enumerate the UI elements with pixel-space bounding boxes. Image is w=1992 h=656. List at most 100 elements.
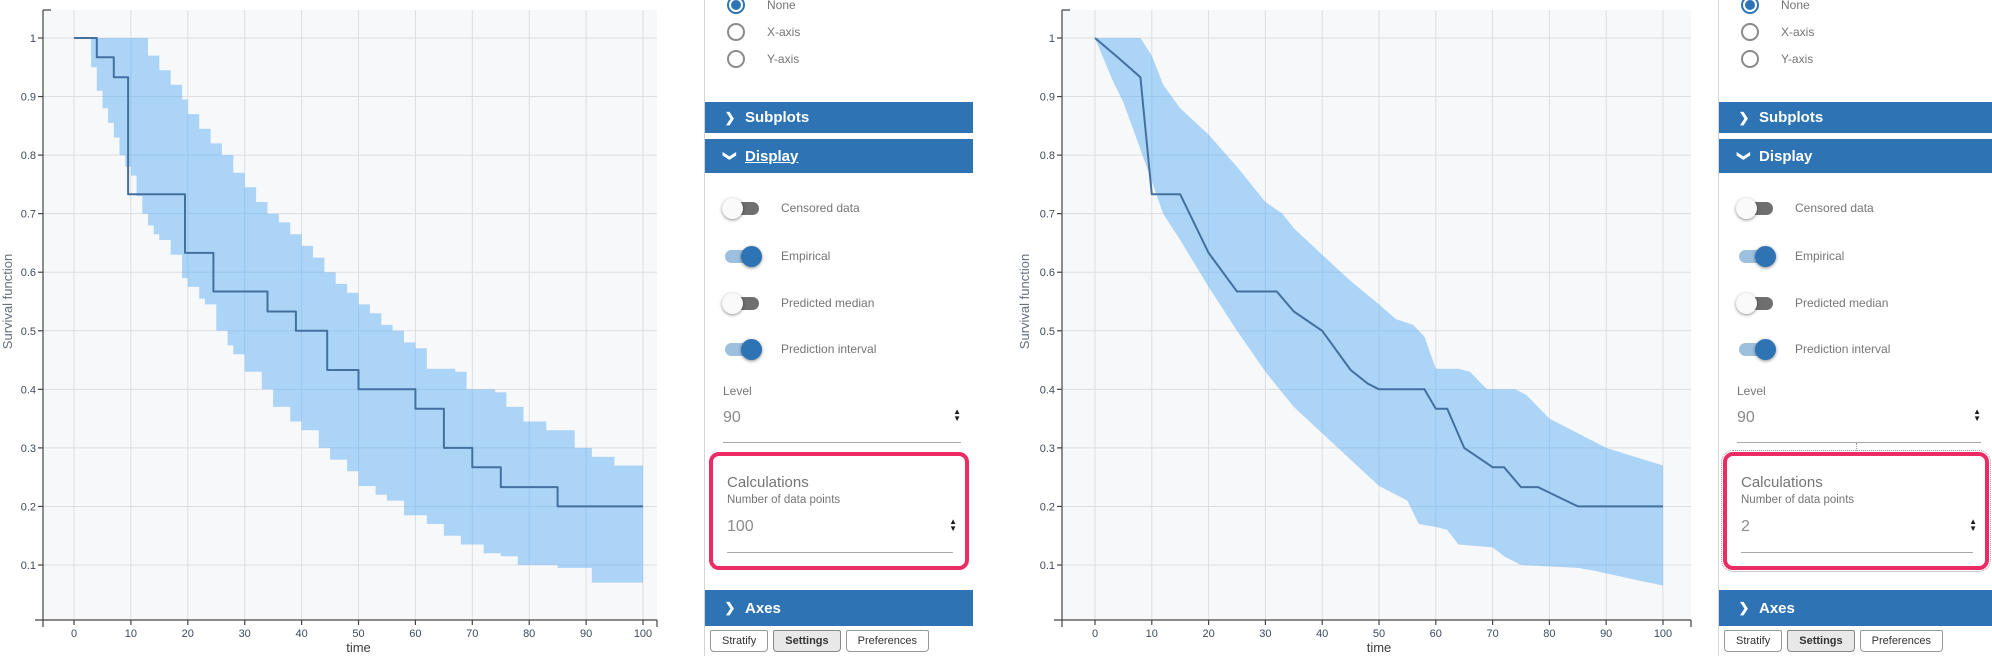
radio-icon	[1741, 22, 1759, 41]
svg-text:0.9: 0.9	[21, 92, 36, 104]
tab-label: Stratify	[722, 635, 757, 647]
radio-option-y-axis[interactable]: Y-axis	[705, 45, 973, 72]
level-field[interactable]: Level 90 ▲ ▼	[723, 382, 961, 443]
level-value[interactable]: 90	[723, 409, 741, 426]
svg-text:10: 10	[1146, 628, 1158, 640]
data-points-spinner: ▲ ▼	[1969, 517, 1977, 533]
number-of-data-points-label: Number of data points	[727, 494, 841, 506]
tab-stratify[interactable]: Stratify	[710, 630, 769, 652]
survival-plot-left[interactable]: 0 10 20 30 40 50 60 70 80 90 100 0.1 0.2 0.3 0.4 0.5 0.6…	[0, 0, 672, 656]
svg-text:30: 30	[239, 628, 251, 640]
toggle-knob	[1755, 338, 1776, 360]
svg-text:1: 1	[1049, 33, 1055, 45]
spinner-up-button[interactable]: ▲	[1973, 407, 1981, 416]
number-of-data-points-value[interactable]: 2	[1741, 518, 1750, 535]
section-header-display[interactable]: ❯ Display	[1719, 139, 1992, 173]
empirical-toggle[interactable]	[725, 245, 762, 267]
spinner-down-button[interactable]: ▼	[1969, 524, 1977, 533]
input-underline	[1741, 552, 1973, 553]
section-header-label: Display	[1759, 147, 1813, 165]
svg-text:0.4: 0.4	[21, 384, 36, 396]
toggle-knob	[1736, 292, 1757, 314]
predicted-median-toggle[interactable]	[1736, 292, 1773, 314]
radio-option-x-axis[interactable]: X-axis	[1719, 18, 1992, 45]
tab-settings[interactable]: Settings	[773, 630, 841, 652]
spinner-down-button[interactable]: ▼	[949, 524, 957, 533]
toggle-row-predicted-median: Predicted median	[705, 288, 973, 318]
section-header-axes[interactable]: ❯ Axes	[1719, 590, 1992, 626]
spinner-up-button[interactable]: ▲	[949, 517, 957, 526]
toggle-knob	[722, 197, 743, 219]
svg-text:0.8: 0.8	[21, 150, 36, 162]
tab-preferences[interactable]: Preferences	[1859, 630, 1943, 652]
toggle-label: Prediction interval	[781, 342, 877, 356]
dotted-connector	[1856, 443, 1857, 453]
spinner-up-button[interactable]: ▲	[953, 407, 961, 416]
bottom-tab-bar: Stratify Settings Preferences	[1724, 630, 1943, 652]
tab-settings[interactable]: Settings	[1787, 630, 1855, 652]
radio-option-none[interactable]: None	[705, 0, 973, 18]
censored-data-toggle[interactable]	[722, 197, 759, 219]
svg-text:0.3: 0.3	[1040, 443, 1055, 455]
svg-text:0.1: 0.1	[1040, 560, 1055, 572]
tab-label: Preferences	[857, 635, 917, 647]
level-value[interactable]: 90	[1737, 409, 1755, 426]
section-header-subplots[interactable]: ❯ Subplots	[1719, 102, 1992, 133]
prediction-interval-toggle[interactable]	[725, 338, 762, 360]
chevron-right-icon: ❯	[1738, 109, 1750, 125]
censored-data-toggle[interactable]	[1736, 197, 1773, 219]
radio-option-none[interactable]: None	[1719, 0, 1992, 18]
calculations-highlight-box: Calculations Number of data points 2 ▲ ▼	[1721, 450, 1991, 572]
svg-text:0.6: 0.6	[21, 267, 36, 279]
toggle-knob	[1736, 197, 1757, 219]
radio-label: Y-axis	[1781, 51, 1814, 66]
section-header-display[interactable]: ❯ Display	[705, 139, 973, 173]
level-field[interactable]: Level 90 ▲ ▼	[1737, 382, 1981, 443]
toggle-knob	[1755, 245, 1776, 267]
svg-text:80: 80	[1543, 628, 1555, 640]
tab-label: Settings	[785, 635, 829, 647]
svg-text:50: 50	[352, 628, 364, 640]
calculations-section: Calculations Number of data points 2 ▲ ▼	[1741, 456, 1977, 566]
number-of-data-points-value[interactable]: 100	[727, 518, 754, 535]
prediction-interval-toggle[interactable]	[1739, 338, 1776, 360]
tab-preferences[interactable]: Preferences	[845, 630, 929, 652]
toggle-knob	[722, 292, 743, 314]
section-header-label: Axes	[1759, 599, 1795, 617]
svg-text:20: 20	[1202, 628, 1214, 640]
tab-stratify[interactable]: Stratify	[1724, 630, 1783, 652]
tab-label: Settings	[1799, 635, 1843, 647]
data-points-spinner: ▲ ▼	[949, 517, 957, 533]
section-header-label: Display	[745, 147, 799, 165]
section-header-label: Subplots	[745, 109, 810, 126]
toggle-knob	[741, 338, 762, 360]
radio-label: None	[767, 0, 796, 12]
chevron-down-icon: ❯	[1737, 150, 1752, 162]
stratify-axis-radio-group: None X-axis Y-axis	[705, 0, 973, 72]
svg-text:90: 90	[580, 628, 592, 640]
empirical-toggle[interactable]	[1739, 245, 1776, 267]
spinner-down-button[interactable]: ▼	[1973, 414, 1981, 423]
radio-option-x-axis[interactable]: X-axis	[705, 18, 973, 45]
toggle-knob	[741, 245, 762, 267]
spinner-up-button[interactable]: ▲	[1969, 517, 1977, 526]
toggle-row-empirical: Empirical	[705, 241, 973, 271]
chevron-right-icon: ❯	[1738, 600, 1750, 615]
section-header-axes[interactable]: ❯ Axes	[705, 590, 973, 626]
radio-label: X-axis	[767, 24, 801, 39]
predicted-median-toggle[interactable]	[722, 292, 759, 314]
svg-text:time: time	[1367, 640, 1392, 655]
svg-text:0.7: 0.7	[1040, 209, 1055, 221]
svg-text:0.6: 0.6	[1040, 267, 1055, 279]
survival-plot-right[interactable]: 0 10 20 30 40 50 60 70 80 90 100 0.1 0.2 0.3 0.4 0.5 0.6…	[1010, 0, 1710, 656]
section-header-label: Subplots	[1759, 109, 1824, 126]
calculations-highlight-box: Calculations Number of data points 100 ▲…	[709, 452, 969, 570]
radio-option-y-axis[interactable]: Y-axis	[1719, 45, 1992, 72]
settings-panel-right: None X-axis Y-axis ❯ Subplots ❯ Display …	[1718, 0, 1992, 656]
stratify-axis-radio-group: None X-axis Y-axis	[1719, 0, 1992, 72]
section-header-subplots[interactable]: ❯ Subplots	[705, 102, 973, 133]
calculations-section: Calculations Number of data points 100 ▲…	[727, 456, 957, 566]
radio-icon	[1741, 0, 1759, 14]
spinner-down-button[interactable]: ▼	[953, 414, 961, 423]
